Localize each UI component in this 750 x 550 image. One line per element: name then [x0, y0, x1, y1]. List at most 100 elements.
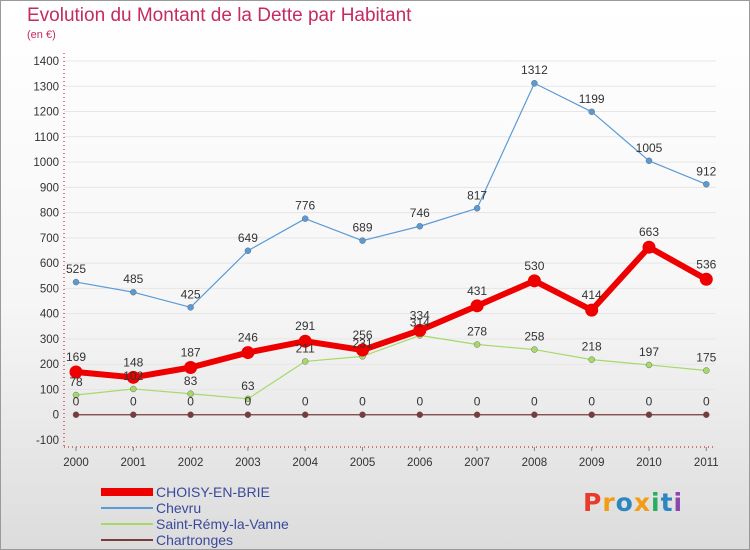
logo-letter: x — [633, 488, 651, 517]
data-label-chartronges: 0 — [359, 395, 366, 409]
x-tick-label: 2011 — [694, 457, 719, 469]
legend-swatch-chartronges — [101, 539, 153, 541]
data-point-choisy-en-brie — [699, 272, 713, 286]
data-point-saint-remy-la-vanne — [72, 391, 80, 399]
data-label-chartronges: 0 — [416, 395, 423, 409]
data-label-chartronges: 0 — [302, 395, 309, 409]
legend-swatch-saint-remy — [101, 523, 153, 525]
y-tick-label: 100 — [40, 384, 59, 396]
data-point-chevru — [703, 181, 710, 188]
data-label-chevru: 689 — [352, 221, 372, 235]
data-point-choisy-en-brie — [356, 343, 369, 357]
data-label-choisy-en-brie: 663 — [639, 225, 659, 239]
data-label-saint-remy-la-vanne: 197 — [639, 345, 659, 359]
legend-label-saint-remy: Saint-Rémy-la-Vanne — [156, 516, 289, 532]
data-point-choisy-en-brie — [470, 299, 484, 313]
data-point-chevru — [416, 223, 423, 230]
data-label-chevru: 1199 — [579, 92, 605, 106]
data-label-chevru: 817 — [467, 188, 487, 202]
data-label-choisy-en-brie: 169 — [66, 350, 86, 364]
data-label-chartronges: 0 — [703, 395, 710, 409]
data-label-chartronges: 0 — [588, 395, 595, 409]
proxiti-logo: Proxiti — [583, 488, 683, 517]
data-label-chartronges: 0 — [187, 395, 194, 409]
logo-letter: P — [583, 488, 603, 517]
logo-letter: r — [602, 488, 616, 517]
data-point-chartronges — [645, 411, 653, 418]
data-label-choisy-en-brie: 148 — [123, 355, 143, 369]
data-label-chevru: 912 — [696, 164, 716, 178]
data-point-chartronges — [588, 411, 595, 418]
data-point-saint-remy-la-vanne — [645, 361, 653, 369]
chart-title: Evolution du Montant de la Dette par Hab… — [27, 5, 412, 26]
data-point-choisy-en-brie — [69, 365, 83, 379]
data-label-choisy-en-brie: 187 — [181, 345, 201, 359]
chart-subtitle: (en €) — [27, 29, 56, 41]
data-label-saint-remy-la-vanne: 102 — [123, 369, 143, 383]
y-tick-label: 1200 — [33, 107, 59, 119]
data-label-choisy-en-brie: 334 — [410, 308, 430, 322]
x-tick-label: 2003 — [235, 457, 261, 469]
data-point-saint-remy-la-vanne — [703, 367, 710, 374]
series-line-saint-remy-la-vanne — [75, 334, 707, 400]
data-label-choisy-en-brie: 414 — [582, 288, 602, 302]
data-label-chevru: 485 — [123, 272, 143, 286]
x-tick-label: 2005 — [350, 457, 376, 469]
legend-label-chartronges: Chartronges — [156, 532, 234, 548]
data-point-saint-remy-la-vanne — [473, 341, 481, 348]
logo-letter: i — [673, 488, 684, 517]
data-label-saint-remy-la-vanne: 218 — [582, 340, 602, 354]
data-label-chevru: 1312 — [521, 63, 548, 77]
data-label-saint-remy-la-vanne: 78 — [69, 375, 83, 389]
data-point-chevru — [588, 108, 595, 115]
y-tick-label: 1400 — [33, 56, 59, 68]
data-label-chevru: 649 — [238, 231, 258, 245]
data-label-saint-remy-la-vanne: 231 — [352, 336, 372, 350]
x-tick-label: 2000 — [63, 457, 89, 469]
legend-label-chevru: Chevru — [156, 500, 202, 516]
x-tick-label: 2009 — [579, 457, 605, 469]
data-point-chartronges — [302, 411, 309, 418]
data-label-choisy-en-brie: 291 — [295, 319, 315, 333]
y-tick-label: 700 — [40, 233, 59, 245]
data-point-chevru — [473, 205, 481, 212]
data-label-chartronges: 0 — [531, 395, 538, 409]
series-line-chevru — [75, 82, 707, 308]
data-point-chartronges — [187, 411, 194, 418]
data-point-chartronges — [416, 411, 423, 418]
data-point-chartronges — [72, 411, 80, 418]
legend-label-choisy: CHOISY-EN-BRIE — [156, 484, 270, 500]
y-tick-label: 1100 — [34, 132, 59, 144]
data-label-choisy-en-brie: 246 — [238, 331, 258, 345]
data-point-chevru — [244, 247, 252, 254]
legend-swatch-chevru — [101, 507, 153, 509]
data-label-saint-remy-la-vanne: 63 — [241, 379, 255, 393]
data-point-saint-remy-la-vanne — [130, 385, 137, 393]
data-point-saint-remy-la-vanne — [244, 395, 252, 403]
data-label-saint-remy-la-vanne: 175 — [696, 351, 716, 365]
data-point-chartronges — [244, 411, 252, 418]
data-label-chartronges: 0 — [73, 395, 80, 409]
x-tick-label: 2010 — [636, 457, 662, 469]
data-label-chevru: 1005 — [636, 141, 663, 155]
data-point-chartronges — [531, 411, 538, 418]
y-tick-label: 1300 — [33, 81, 59, 93]
y-tick-label: 800 — [40, 208, 59, 220]
data-label-saint-remy-la-vanne: 278 — [467, 324, 487, 338]
data-label-choisy-en-brie: 256 — [352, 328, 372, 342]
data-point-choisy-en-brie — [527, 274, 541, 288]
data-point-choisy-en-brie — [298, 334, 312, 348]
data-point-chartronges — [359, 411, 366, 418]
data-label-chartronges: 0 — [130, 395, 137, 409]
data-label-choisy-en-brie: 530 — [524, 259, 544, 273]
data-label-chevru: 746 — [410, 206, 430, 220]
data-point-saint-remy-la-vanne — [588, 356, 595, 363]
data-point-chevru — [302, 215, 309, 222]
y-tick-label: 1000 — [33, 157, 59, 169]
logo-letter: i — [651, 488, 661, 517]
data-point-chevru — [187, 304, 194, 311]
data-label-saint-remy-la-vanne: 83 — [184, 374, 198, 388]
legend-swatch-choisy — [101, 488, 153, 496]
